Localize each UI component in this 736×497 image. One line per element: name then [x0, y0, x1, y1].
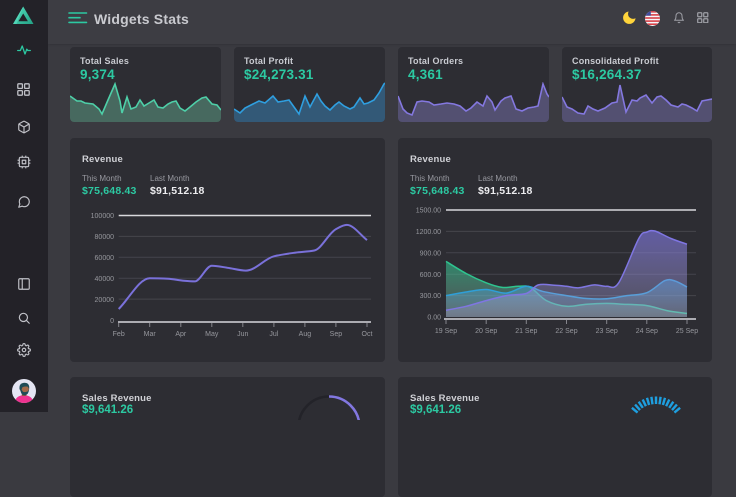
svg-text:40000: 40000 [95, 276, 115, 283]
svg-text:300.00: 300.00 [420, 293, 442, 300]
svg-text:23 Sep: 23 Sep [596, 328, 618, 335]
svg-text:19 Sep: 19 Sep [435, 328, 457, 335]
svg-text:80000: 80000 [95, 234, 115, 241]
svg-text:20 Sep: 20 Sep [475, 328, 497, 335]
svg-text:Mar: Mar [144, 331, 157, 338]
svg-text:Feb: Feb [113, 331, 125, 338]
svg-text:900.00: 900.00 [420, 251, 442, 258]
svg-text:600.00: 600.00 [420, 272, 442, 279]
svg-text:Oct: Oct [362, 331, 373, 338]
svg-text:1200.00: 1200.00 [416, 229, 441, 236]
svg-text:22 Sep: 22 Sep [555, 328, 577, 335]
svg-text:0.00: 0.00 [427, 315, 441, 322]
svg-text:May: May [205, 331, 219, 338]
svg-text:Aug: Aug [299, 331, 312, 338]
svg-text:21 Sep: 21 Sep [515, 328, 537, 335]
svg-text:Jul: Jul [269, 331, 278, 338]
svg-text:25 Sep: 25 Sep [676, 328, 698, 335]
svg-text:Jun: Jun [237, 331, 248, 338]
svg-text:20000: 20000 [95, 297, 115, 304]
svg-text:Apr: Apr [175, 331, 187, 338]
svg-text:1500.00: 1500.00 [416, 208, 441, 215]
svg-text:60000: 60000 [95, 255, 115, 262]
svg-text:100000: 100000 [91, 213, 114, 220]
svg-text:0: 0 [110, 318, 114, 325]
svg-text:24 Sep: 24 Sep [636, 328, 658, 335]
svg-text:Sep: Sep [330, 331, 343, 338]
